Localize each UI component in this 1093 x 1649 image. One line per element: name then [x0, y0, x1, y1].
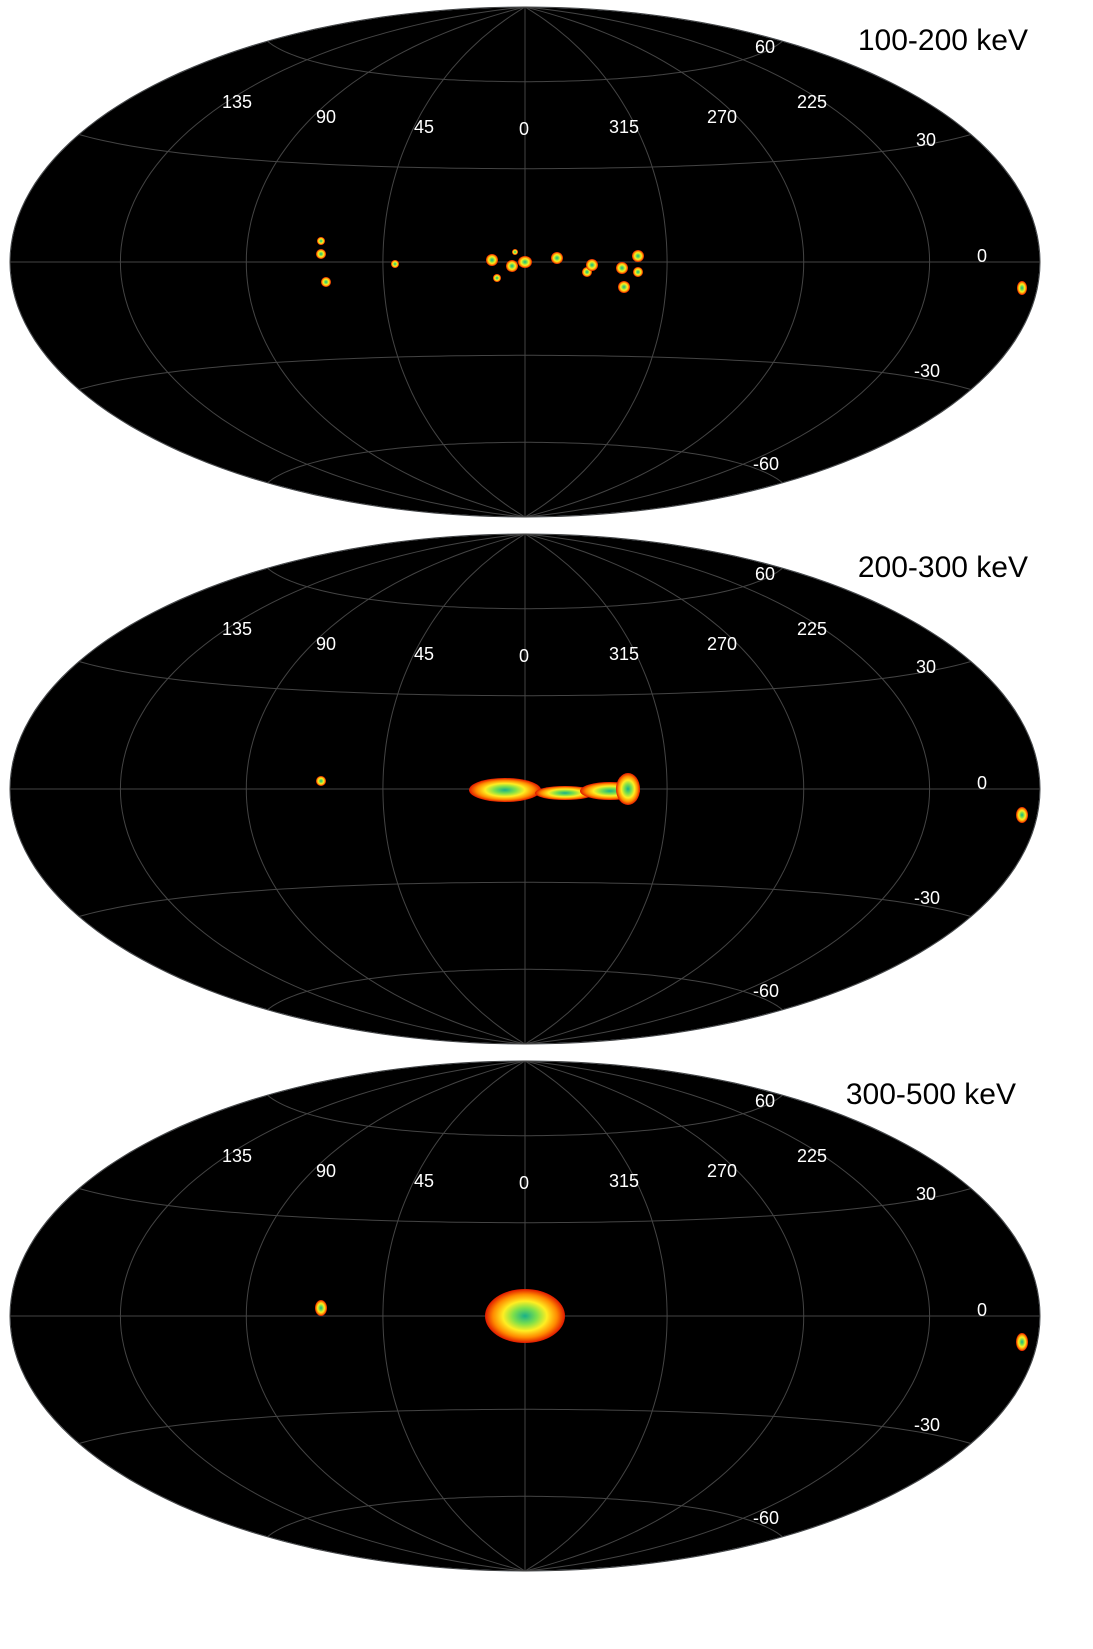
latitude-label: 0: [977, 1300, 987, 1320]
source: [1017, 281, 1027, 295]
source: [506, 260, 518, 272]
latitude-label: 30: [916, 130, 936, 150]
source: [316, 249, 326, 259]
latitude-label: 60: [755, 37, 775, 57]
parallel: [78, 1188, 972, 1224]
longitude-label: 90: [316, 634, 336, 654]
longitude-label: 135: [222, 619, 252, 639]
latitude-label: -60: [753, 981, 779, 1001]
parallel: [78, 881, 972, 917]
parallel: [267, 1495, 783, 1538]
latitude-label: 0: [977, 773, 987, 793]
source: [586, 259, 598, 271]
panel-title: 100-200 keV: [858, 24, 1028, 57]
source: [391, 260, 399, 268]
source: [493, 274, 501, 282]
parallel: [78, 134, 972, 170]
parallel: [267, 968, 783, 1011]
panel-title: 200-300 keV: [858, 551, 1028, 584]
source: [618, 281, 630, 293]
source: [1016, 807, 1028, 823]
source: [535, 786, 595, 800]
parallel: [78, 354, 972, 390]
longitude-label: 225: [797, 619, 827, 639]
source: [616, 262, 628, 274]
source: [315, 1300, 327, 1316]
longitude-label: 45: [414, 1171, 434, 1191]
longitude-label: 135: [222, 1146, 252, 1166]
latitude-label: 30: [916, 657, 936, 677]
panel-title: 300-500 keV: [846, 1078, 1016, 1111]
parallel: [267, 441, 783, 484]
source: [616, 773, 640, 805]
longitude-label: 225: [797, 1146, 827, 1166]
longitude-label: 90: [316, 1161, 336, 1181]
longitude-label: 90: [316, 107, 336, 127]
source: [633, 267, 643, 277]
longitude-label: 135: [222, 92, 252, 112]
source: [316, 776, 326, 786]
source: [518, 256, 532, 268]
longitude-label: 270: [707, 1161, 737, 1181]
longitude-label: 225: [797, 92, 827, 112]
latitude-label: -30: [914, 1415, 940, 1435]
longitude-label: 0: [519, 1173, 529, 1193]
latitude-label: 60: [755, 564, 775, 584]
longitude-label: 270: [707, 107, 737, 127]
latitude-label: -30: [914, 361, 940, 381]
parallel: [78, 1408, 972, 1444]
parallel: [267, 1094, 783, 1137]
source: [469, 778, 541, 802]
source: [512, 249, 518, 255]
longitude-label: 315: [609, 1171, 639, 1191]
latitude-label: -60: [753, 454, 779, 474]
longitude-label: 45: [414, 644, 434, 664]
latitude-label: 0: [977, 246, 987, 266]
latitude-label: 30: [916, 1184, 936, 1204]
longitude-label: 315: [609, 117, 639, 137]
source: [486, 254, 498, 266]
latitude-label: 60: [755, 1091, 775, 1111]
longitude-label: 0: [519, 119, 529, 139]
latitude-label: -30: [914, 888, 940, 908]
parallel: [267, 40, 783, 83]
longitude-label: 45: [414, 117, 434, 137]
source: [485, 1289, 565, 1343]
parallel: [267, 567, 783, 610]
source: [317, 237, 325, 245]
latitude-label: -60: [753, 1508, 779, 1528]
longitude-label: 270: [707, 634, 737, 654]
source: [551, 252, 563, 264]
source: [1016, 1333, 1028, 1351]
longitude-label: 315: [609, 644, 639, 664]
parallel: [78, 661, 972, 697]
longitude-label: 0: [519, 646, 529, 666]
source: [321, 277, 331, 287]
source: [632, 250, 644, 262]
